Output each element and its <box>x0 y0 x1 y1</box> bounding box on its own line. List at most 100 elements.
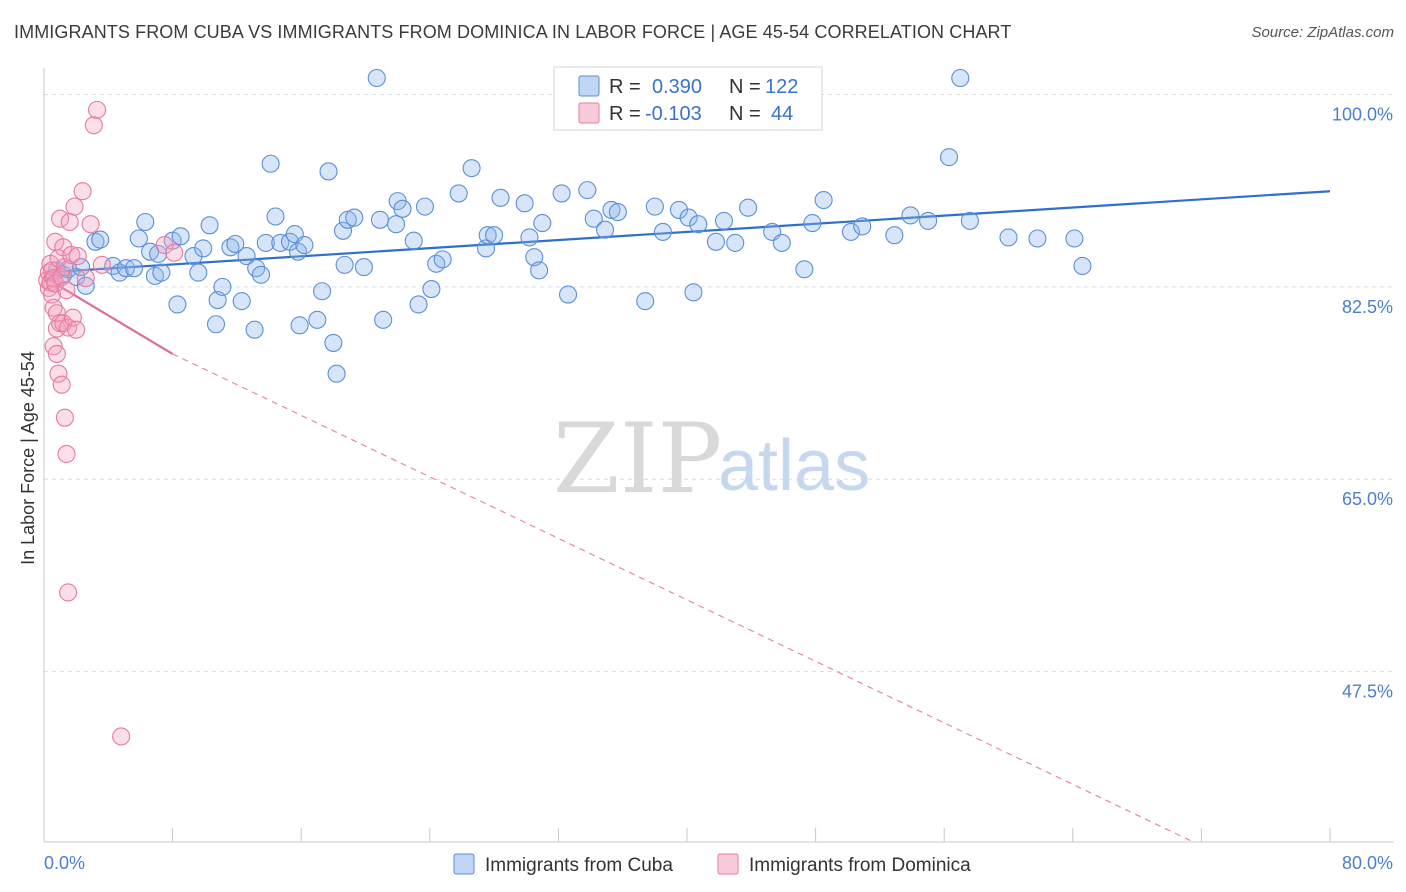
trend-line-cuba <box>43 190 1331 274</box>
bottom-legend-label-dominica: Immigrants from Dominica <box>749 855 971 876</box>
legend-r-label-dominica: R = <box>609 103 641 125</box>
y-tick-label: 65.0% <box>1342 489 1393 509</box>
point-cuba <box>491 188 510 207</box>
point-cuba <box>803 214 822 233</box>
point-cuba <box>206 315 226 334</box>
legend-r-label-cuba: R = <box>609 76 641 98</box>
point-cuba <box>595 220 615 239</box>
point-cuba <box>462 159 481 178</box>
point-cuba <box>256 233 275 252</box>
point-cuba <box>152 263 171 282</box>
point-cuba <box>184 247 203 266</box>
y-tick-label: 100.0% <box>1332 104 1393 124</box>
point-dominica <box>84 116 103 135</box>
point-dominica <box>51 209 70 228</box>
point-cuba <box>327 364 346 383</box>
point-cuba <box>404 231 423 250</box>
point-dominica <box>49 364 68 383</box>
point-cuba <box>266 207 285 226</box>
point-cuba <box>288 242 308 261</box>
point-dominica <box>73 182 92 201</box>
point-dominica <box>76 269 95 288</box>
point-cuba <box>76 276 95 295</box>
point-cuba <box>295 236 314 255</box>
point-cuba <box>129 229 148 248</box>
point-cuba <box>91 230 110 249</box>
point-cuba <box>232 292 251 311</box>
point-dominica <box>55 408 74 427</box>
point-cuba <box>706 232 725 251</box>
point-dominica <box>46 274 65 293</box>
point-cuba <box>951 68 970 88</box>
point-cuba <box>290 316 309 335</box>
point-dominica <box>165 243 184 262</box>
point-cuba <box>814 190 833 210</box>
point-cuba <box>415 197 435 216</box>
point-cuba <box>578 181 597 200</box>
legend-n-value-dominica: 44 <box>771 103 793 125</box>
legend-r-value-dominica: -0.103 <box>645 103 702 125</box>
point-cuba <box>636 292 655 311</box>
point-cuba <box>370 210 390 229</box>
points-dominica <box>38 100 184 746</box>
point-cuba <box>261 154 280 173</box>
point-cuba <box>226 234 245 254</box>
point-cuba <box>853 217 872 236</box>
point-dominica <box>68 247 87 266</box>
chart-title: IMMIGRANTS FROM CUBA VS IMMIGRANTS FROM … <box>14 22 1012 42</box>
point-cuba <box>308 310 327 329</box>
legend-n-value-cuba: 122 <box>765 76 798 98</box>
point-cuba <box>386 215 406 234</box>
point-dominica <box>87 100 107 119</box>
point-cuba <box>86 232 105 251</box>
point-cuba <box>422 280 441 299</box>
legend-swatch-dominica <box>578 102 600 124</box>
point-cuba <box>477 239 496 258</box>
point-cuba <box>194 239 213 258</box>
legend-n-label-cuba: N = <box>729 76 761 98</box>
point-cuba <box>271 233 290 252</box>
point-cuba <box>409 295 428 314</box>
point-cuba <box>124 259 144 278</box>
point-cuba <box>939 148 959 167</box>
source-label: Source: ZipAtlas.com <box>1251 24 1394 41</box>
point-cuba <box>449 184 468 203</box>
point-cuba <box>515 194 534 213</box>
point-cuba <box>739 198 758 217</box>
bottom-legend-label-cuba: Immigrants from Cuba <box>485 855 673 876</box>
point-cuba <box>393 199 412 218</box>
point-cuba <box>841 222 861 241</box>
point-cuba <box>485 226 504 245</box>
legend-swatch-cuba <box>578 75 600 97</box>
point-cuba <box>885 226 904 245</box>
point-cuba <box>552 184 571 203</box>
legend-n-label-dominica: N = <box>729 103 761 125</box>
point-cuba <box>558 285 578 304</box>
point-cuba <box>726 233 745 252</box>
point-cuba <box>168 295 187 314</box>
point-cuba <box>901 206 920 225</box>
point-cuba <box>645 197 664 216</box>
trend-lines <box>43 190 1331 843</box>
point-dominica <box>44 298 63 317</box>
point-cuba <box>533 214 552 233</box>
point-cuba <box>530 261 549 280</box>
y-axis-label: In Labor Force | Age 45-54 <box>18 351 38 565</box>
point-cuba <box>1028 229 1047 248</box>
point-cuba <box>333 221 353 240</box>
point-cuba <box>1073 256 1092 276</box>
watermark-zip: ZIP <box>553 403 722 515</box>
point-cuba <box>520 228 539 247</box>
x-tick-min: 0.0% <box>44 853 85 873</box>
point-cuba <box>684 283 703 302</box>
point-dominica <box>92 255 111 274</box>
point-cuba <box>919 211 938 230</box>
point-cuba <box>478 226 497 245</box>
series-legend: Immigrants from Cuba Immigrants from Dom… <box>453 853 971 876</box>
watermark-atlas: atlas <box>718 426 870 506</box>
point-cuba <box>71 258 91 277</box>
point-cuba <box>795 260 814 279</box>
trend-line-dominica-extension <box>172 353 1194 843</box>
point-dominica <box>52 375 71 394</box>
